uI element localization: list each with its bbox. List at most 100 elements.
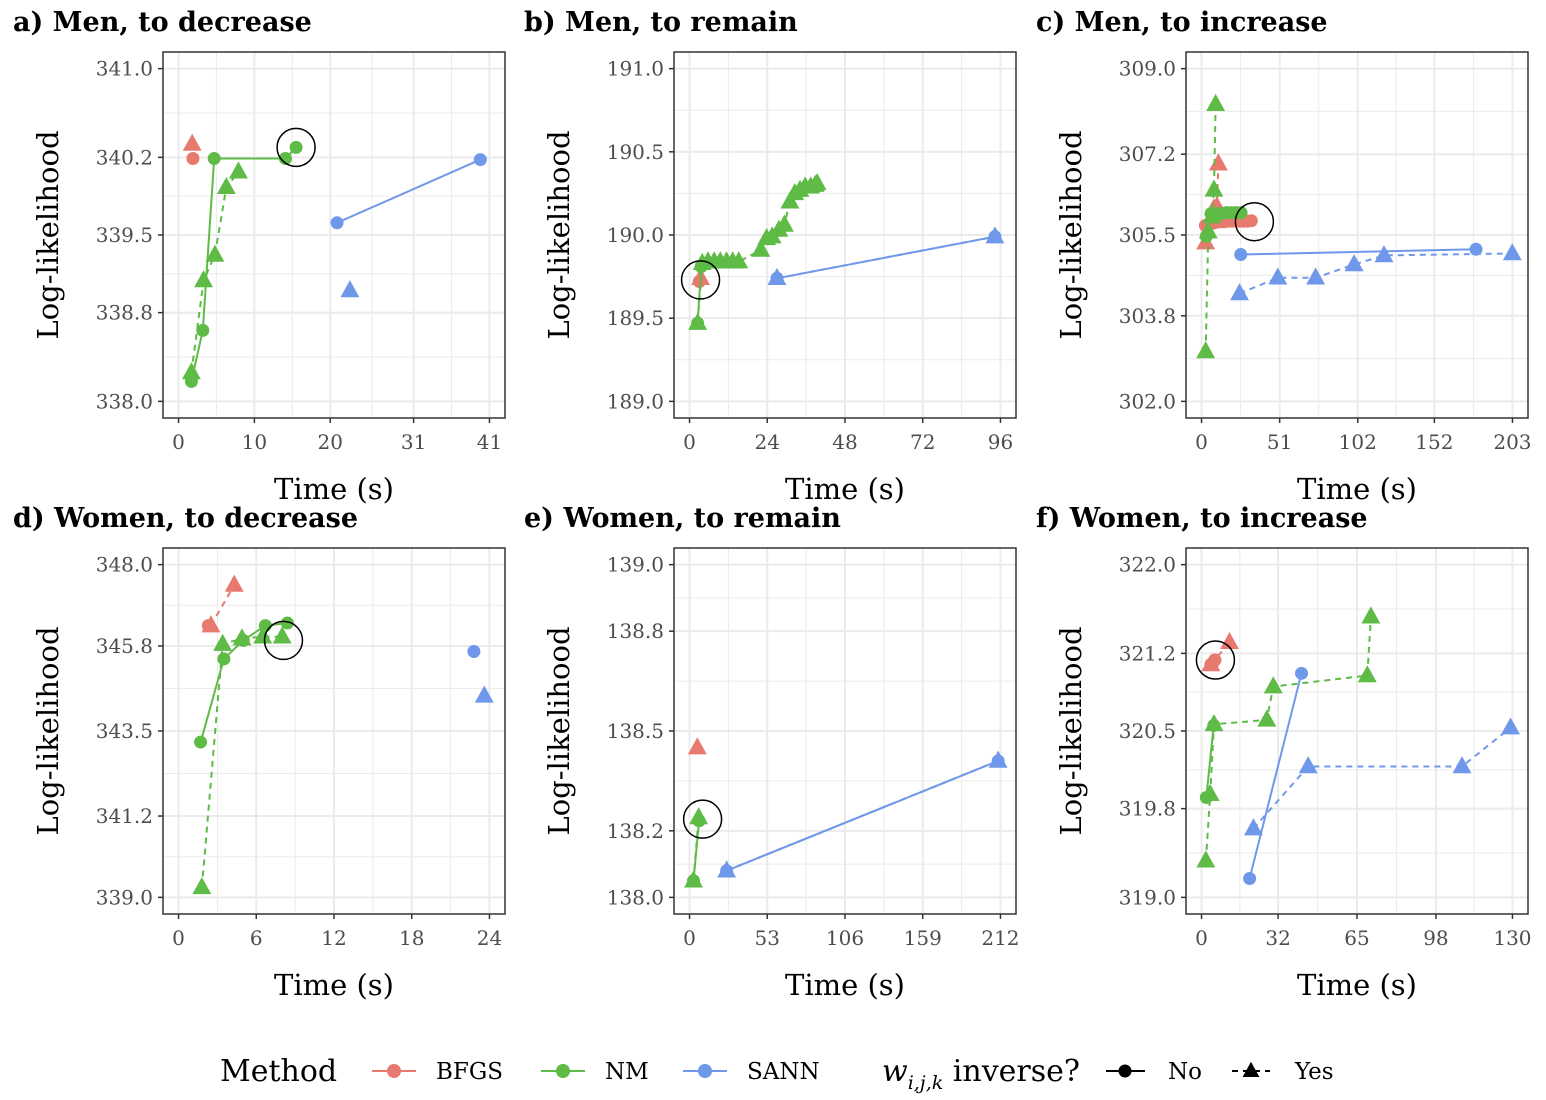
point-bfgs-yes <box>1201 654 1221 672</box>
y-tick-label: 345.8 <box>96 634 153 658</box>
series-group <box>1196 606 1520 886</box>
panel-title: d) Women, to decrease <box>13 503 358 534</box>
point-nm-yes <box>272 626 292 644</box>
x-tick-label: 212 <box>981 926 1019 950</box>
point-nm-yes <box>253 626 273 644</box>
point-nm-yes <box>205 244 225 262</box>
point-nm-no <box>196 323 210 337</box>
point-nm-yes <box>194 270 214 288</box>
point-nm-no <box>289 140 303 154</box>
y-tick-label: 138.8 <box>607 619 664 643</box>
y-tick-label: 322.0 <box>1119 553 1176 577</box>
series-group <box>688 173 1005 330</box>
legend-method-title: Method <box>220 1054 337 1089</box>
point-bfgs-yes <box>687 737 707 755</box>
x-tick-label: 48 <box>832 430 857 454</box>
panel-2: 302.0 303.8 305.5 307.2 309.0 0 51 102 152 203 c) … <box>1036 7 1532 506</box>
point-nm-no <box>280 616 294 630</box>
y-axis-label: Log-likelihood <box>31 130 65 339</box>
legend-inverse-title: wi,j,k inverse? <box>882 1054 1080 1094</box>
legend-key-point-no <box>1118 1064 1132 1078</box>
y-tick-label: 341.2 <box>96 804 153 828</box>
point-nm-yes <box>1200 783 1220 801</box>
point-sann-no <box>1234 247 1248 261</box>
y-tick-label: 339.5 <box>96 223 153 247</box>
point-nm-yes <box>1198 221 1218 239</box>
highlight-circle <box>263 620 304 661</box>
point-sann-no <box>1295 666 1309 680</box>
point-sann-yes <box>1502 243 1522 261</box>
panel-4: 138.0 138.2 138.5 138.8 139.0 0 53 106 159 212 e) … <box>524 503 1020 1002</box>
point-nm-yes <box>1202 206 1222 224</box>
y-tick-label: 343.5 <box>96 719 153 743</box>
x-tick-label: 41 <box>477 430 502 454</box>
x-tick-label: 0 <box>1195 430 1208 454</box>
x-axis-label: Time (s) <box>1297 472 1417 506</box>
series-line-bfgs-yes <box>210 584 236 627</box>
x-tick-label: 152 <box>1415 430 1453 454</box>
legend-key-point-nm <box>556 1064 570 1078</box>
point-sann-yes <box>988 750 1008 768</box>
grid <box>674 52 1016 418</box>
series-line-sann-yes <box>726 759 999 872</box>
y-tick-label: 319.0 <box>1119 885 1176 909</box>
point-nm-yes <box>684 870 703 888</box>
y-tick-label: 305.5 <box>1119 223 1176 247</box>
point-nm-yes <box>1204 179 1224 197</box>
legend-label-no: No <box>1168 1059 1202 1085</box>
point-nm-yes <box>807 173 827 191</box>
y-tick-label: 321.2 <box>1119 641 1176 665</box>
highlight-circle <box>1234 201 1275 242</box>
grid <box>674 548 1016 914</box>
x-axis-label: Time (s) <box>785 968 905 1002</box>
x-tick-label: 24 <box>477 926 502 950</box>
x-axis-label: Time (s) <box>274 968 394 1002</box>
x-axis-label: Time (s) <box>785 472 905 506</box>
point-nm-no <box>1234 206 1248 220</box>
grid <box>1186 548 1528 914</box>
legend-label-yes: Yes <box>1294 1059 1334 1085</box>
panel-title: f) Women, to increase <box>1036 503 1368 534</box>
panel-title: c) Men, to increase <box>1036 7 1328 38</box>
point-nm-yes <box>192 877 212 895</box>
y-tick-label: 138.2 <box>607 819 664 843</box>
legend-inverse-w: w <box>882 1054 908 1089</box>
y-tick-label: 348.0 <box>96 553 153 577</box>
point-bfgs-no <box>186 151 200 165</box>
point-nm-no <box>194 735 208 749</box>
x-axis-label: Time (s) <box>1297 968 1417 1002</box>
point-sann-no <box>473 153 487 167</box>
point-sann-yes <box>1452 756 1472 774</box>
point-nm-yes <box>1357 665 1377 683</box>
point-sann-yes <box>1230 283 1249 301</box>
y-axis-label: Log-likelihood <box>542 130 576 339</box>
series-group <box>192 574 494 895</box>
point-nm-yes <box>729 251 749 269</box>
x-tick-label: 130 <box>1493 926 1531 950</box>
point-sann-yes <box>985 226 1005 244</box>
series-line-sann-yes <box>776 235 996 280</box>
x-tick-label: 98 <box>1423 926 1448 950</box>
point-sann-yes <box>767 267 787 286</box>
series-line-sann-no <box>1240 248 1477 256</box>
panel-3: 339.0 341.2 343.5 345.8 348.0 0 6 12 18 24 d) Wome… <box>13 503 506 1002</box>
point-sann-yes <box>1306 267 1326 285</box>
point-nm-yes <box>1361 606 1381 624</box>
panel-title: b) Men, to remain <box>524 7 798 38</box>
x-tick-label: 51 <box>1267 430 1292 454</box>
legend-inverse-subscript: i,j,k <box>908 1072 944 1094</box>
point-nm-yes <box>213 633 233 651</box>
point-sann-yes <box>717 860 737 878</box>
series-line-nm-no <box>692 820 701 881</box>
legend-key-point-bfgs <box>387 1064 401 1078</box>
point-nm-yes <box>1206 93 1226 112</box>
x-tick-label: 0 <box>172 430 185 454</box>
y-axis-label: Log-likelihood <box>542 626 576 835</box>
point-sann-yes <box>1298 756 1318 774</box>
y-tick-label: 339.0 <box>96 885 153 909</box>
legend-label-nm: NM <box>605 1059 649 1085</box>
series-line-sann-no <box>336 158 481 224</box>
y-tick-label: 190.5 <box>607 140 664 164</box>
panel-0: 338.0 338.8 339.5 340.2 341.0 0 10 20 31 41 a) Men… <box>13 7 506 506</box>
